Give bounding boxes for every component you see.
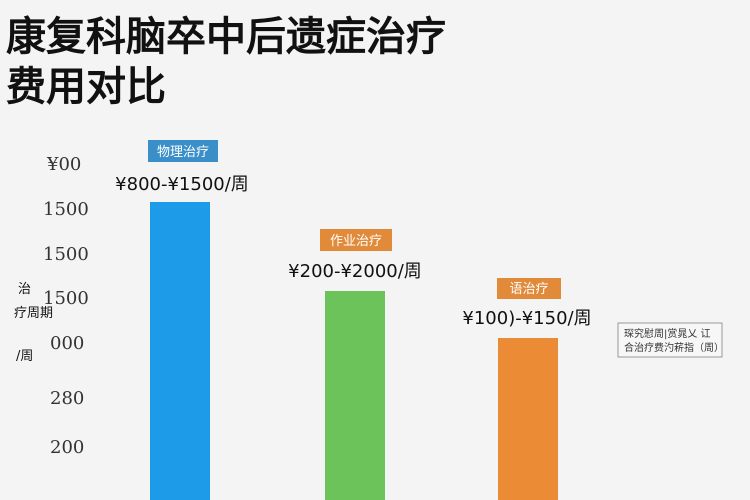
value-label: ¥800-¥1500/周 (115, 174, 249, 195)
tick-label: 1500 (43, 244, 89, 265)
bar-tag: 作业治疗 (330, 234, 382, 249)
value-label: ¥200-¥2000/周 (288, 261, 422, 282)
bar-tag: 语治疗 (509, 282, 548, 297)
bar (325, 291, 385, 500)
bar (150, 202, 210, 500)
tick-label: 000 (50, 333, 84, 354)
axis-label: 疗周期 (14, 306, 53, 321)
note-line: 合治疗费汋菥指（周） (624, 341, 724, 354)
tag-badge (320, 229, 392, 251)
tag-badge (148, 140, 218, 162)
tag-badge (497, 278, 561, 299)
note-box (617, 322, 723, 358)
value-label: ¥100)-¥150/周 (462, 308, 591, 329)
title-line: 康复科脑卒中后遗症治疗 (6, 14, 446, 60)
tick-label: 280 (50, 388, 84, 409)
note-line: 琛究慰周|赏晁乂 讧 (624, 327, 711, 340)
tick-label: ¥00 (46, 154, 81, 175)
tick-label: 1500 (43, 199, 89, 220)
bar-tag: 物理治疗 (157, 145, 209, 160)
bar (498, 338, 558, 500)
tick-label: 1500 (43, 288, 89, 309)
tick-label: 200 (50, 437, 84, 458)
title-line: 费用对比 (6, 64, 166, 110)
axis-label: /周 (16, 349, 33, 364)
axis-label: 治 (18, 282, 31, 297)
